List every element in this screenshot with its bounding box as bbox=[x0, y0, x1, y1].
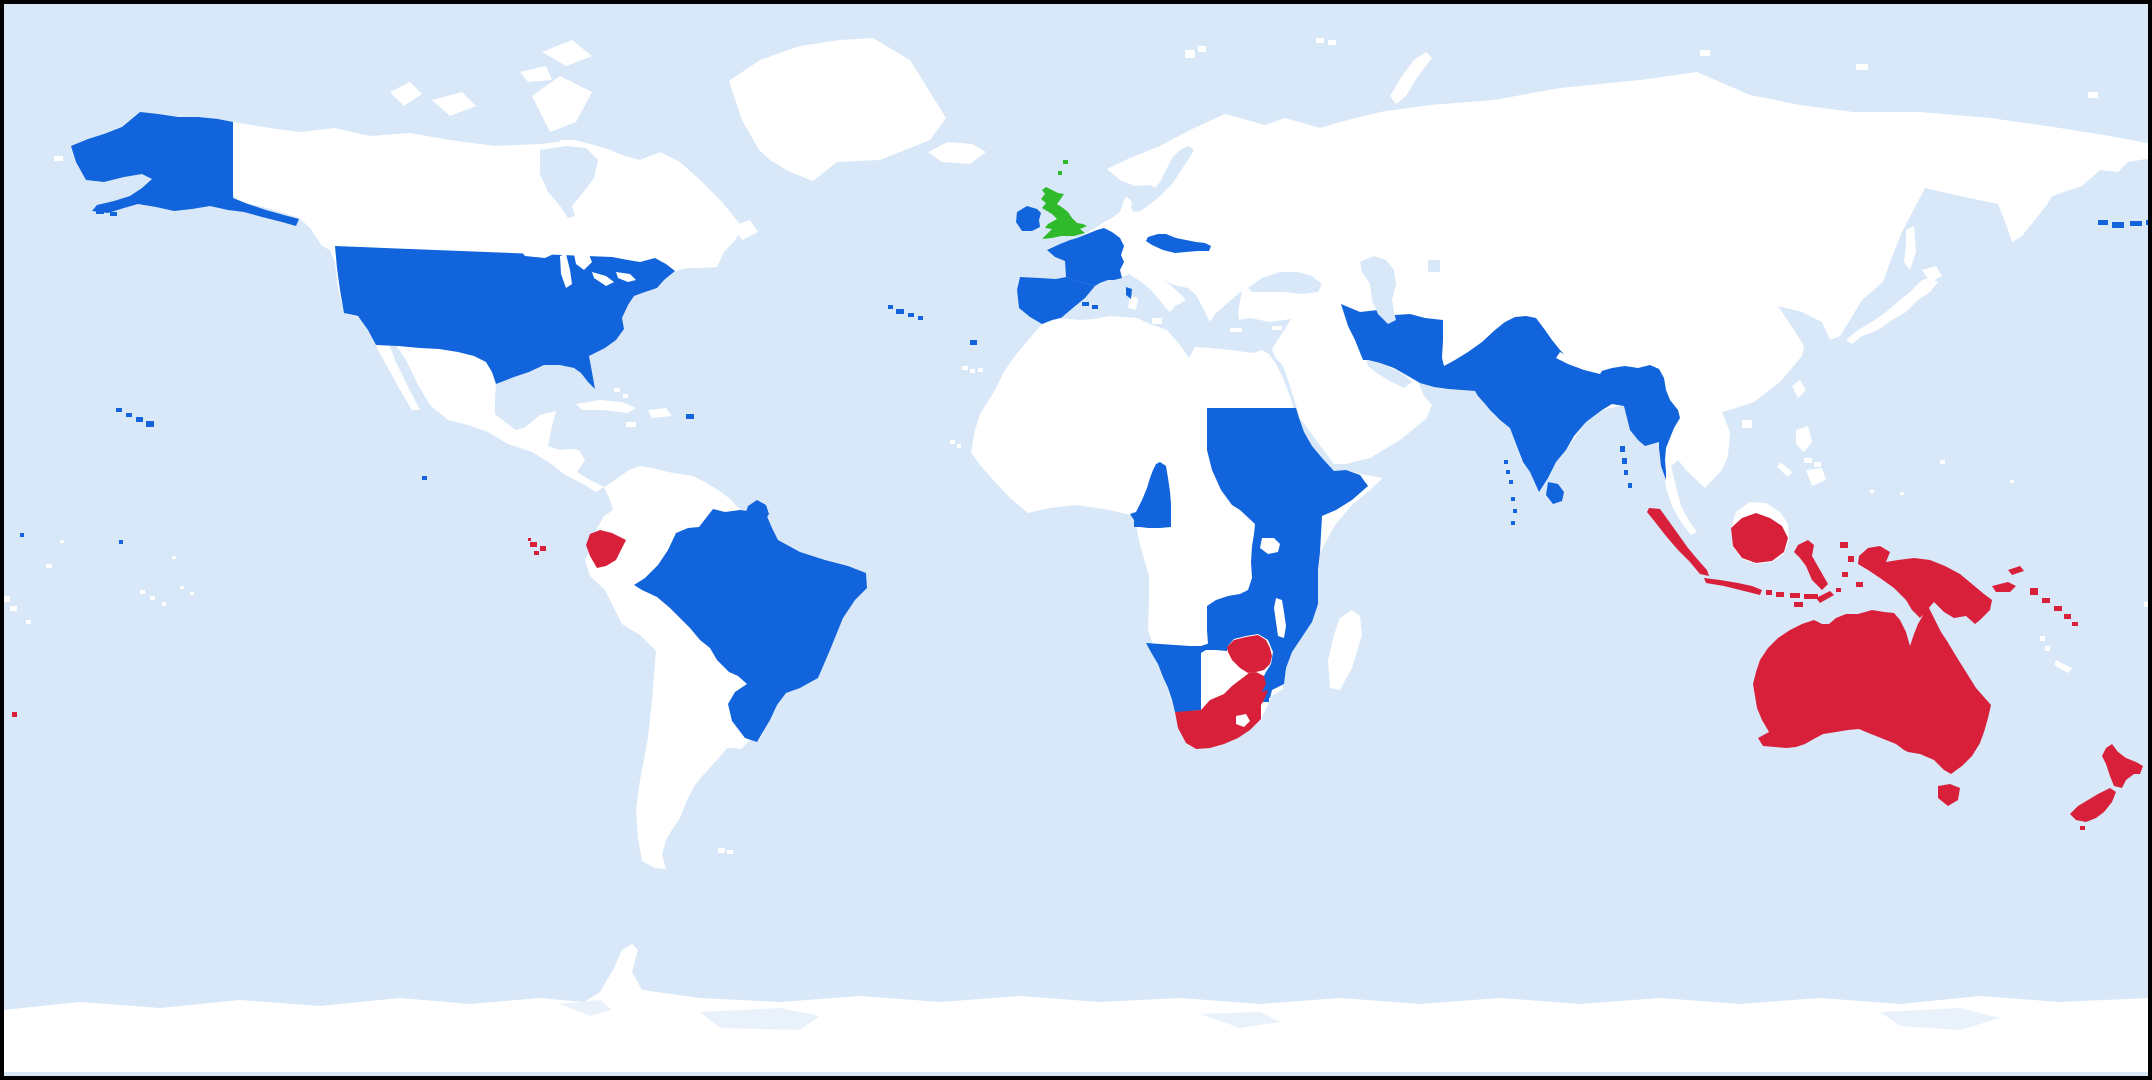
great-lakes bbox=[520, 246, 636, 288]
usa-contiguous bbox=[335, 246, 675, 389]
caspian-sea bbox=[1360, 256, 1396, 324]
nepal bbox=[1556, 352, 1604, 374]
lesotho bbox=[1236, 714, 1250, 727]
france-and-territories bbox=[422, 228, 1132, 526]
antarctica bbox=[3, 944, 2149, 1072]
black-sea bbox=[1248, 272, 1322, 294]
iran-south-asia bbox=[1341, 304, 1680, 525]
alaska bbox=[71, 112, 299, 226]
great-britain bbox=[1041, 160, 1087, 239]
czechia-slovakia bbox=[1146, 234, 1211, 253]
iberia-spain-portugal bbox=[888, 277, 1098, 345]
zimbabwe bbox=[1227, 635, 1272, 673]
east-africa-blue bbox=[1207, 408, 1368, 698]
namibia bbox=[1146, 643, 1228, 712]
cameroon bbox=[1130, 462, 1171, 528]
persian-gulf bbox=[1366, 360, 1412, 388]
australia bbox=[1753, 604, 1991, 806]
eurasia bbox=[1017, 72, 2152, 535]
hudson-bay bbox=[540, 146, 598, 218]
ireland bbox=[1016, 206, 1041, 231]
brazil bbox=[634, 509, 867, 742]
indonesia bbox=[1647, 508, 1863, 607]
caribbean-islands bbox=[576, 388, 672, 427]
south-africa bbox=[1175, 672, 1268, 749]
arctic-islands bbox=[54, 38, 2098, 161]
african-lakes bbox=[1260, 538, 1286, 638]
ecuador-galapagos bbox=[528, 530, 626, 568]
greenland bbox=[729, 38, 946, 181]
aral-sea bbox=[1428, 260, 1440, 272]
baltic-sea bbox=[1130, 146, 1194, 212]
new-guinea-melanesia bbox=[1858, 546, 2078, 626]
madagascar bbox=[1328, 610, 1362, 690]
